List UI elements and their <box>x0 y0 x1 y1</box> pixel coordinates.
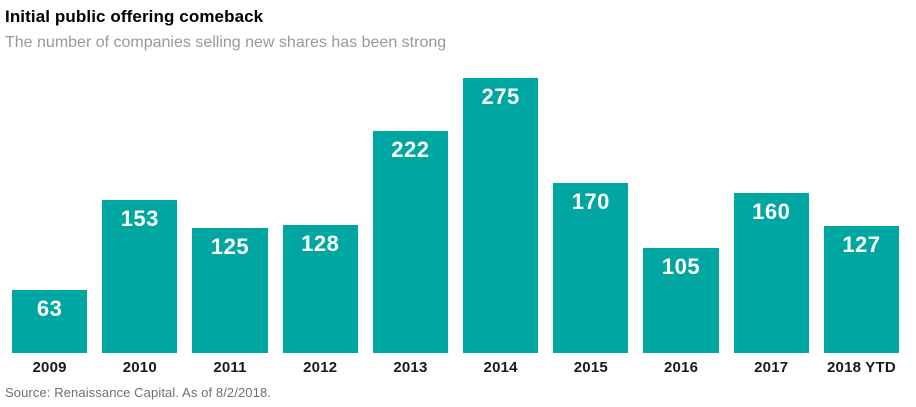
bar-value-label: 63 <box>36 296 63 321</box>
bar: 128 <box>282 225 358 353</box>
bar-track: 222 <box>372 78 449 353</box>
x-axis-tick-label: 2017 <box>754 359 789 376</box>
bar-column: 153 2010 <box>102 78 178 376</box>
bar: 160 <box>733 193 809 353</box>
bar-value-label: 127 <box>842 232 881 257</box>
bar-column: 105 2016 <box>643 78 719 376</box>
source-note: Source: Renaissance Capital. As of 8/2/2… <box>5 385 272 400</box>
bar-column: 170 2015 <box>553 78 629 376</box>
bar-track: 127 <box>823 78 900 353</box>
x-axis-tick-label: 2010 <box>122 359 157 376</box>
bar: 153 <box>102 200 178 353</box>
bar-value-label: 153 <box>120 206 159 231</box>
bar: 275 <box>463 78 539 353</box>
bar: 222 <box>372 131 449 353</box>
bar-track: 105 <box>643 78 719 353</box>
bar-track: 170 <box>553 78 629 353</box>
bar-value-label: 275 <box>481 84 520 109</box>
bar-value-label: 128 <box>301 231 340 256</box>
bar: 127 <box>823 226 900 353</box>
bar: 125 <box>192 228 268 353</box>
bar-chart: 63 2009 153 2010 125 2011 128 2012 222 2013 275 201… <box>12 78 900 376</box>
chart-title: Initial public offering comeback <box>5 7 264 26</box>
chart-footer: Source: Renaissance Capital. As of 8/2/2… <box>5 385 271 400</box>
bar-column: 127 2018 YTD <box>823 78 900 376</box>
bar-value-label: 170 <box>571 189 610 214</box>
x-axis-tick-label: 2018 YTD <box>826 359 896 376</box>
bar-value-label: 222 <box>391 137 430 162</box>
bar-track: 153 <box>102 78 178 353</box>
bar-track: 160 <box>733 78 809 353</box>
bar-value-label: 125 <box>210 234 250 259</box>
bar-column: 222 2013 <box>372 78 449 376</box>
chart-header: Initial public offering comeback The num… <box>0 0 916 53</box>
bar-track: 63 <box>12 78 88 353</box>
x-axis-tick-label: 2012 <box>303 359 338 376</box>
bar-column: 275 2014 <box>463 78 539 376</box>
x-axis-tick-label: 2016 <box>663 359 699 376</box>
bar: 170 <box>553 183 629 353</box>
x-axis-tick-label: 2009 <box>32 359 67 376</box>
bar-value-label: 160 <box>752 199 791 224</box>
bar-column: 63 2009 <box>12 78 88 376</box>
chart-subtitle: The number of companies selling new shar… <box>5 34 447 51</box>
bar-chart-plot-area: 63 2009 153 2010 125 2011 128 2012 222 2013 275 201… <box>12 78 900 376</box>
bar: 105 <box>643 248 719 353</box>
bar: 63 <box>12 290 88 353</box>
x-axis-tick-label: 2015 <box>573 359 608 376</box>
x-axis-tick-label: 2011 <box>213 359 247 376</box>
bar-track: 128 <box>282 78 358 353</box>
bar-value-label: 105 <box>661 254 701 279</box>
bar-column: 160 2017 <box>733 78 809 376</box>
x-axis-tick-label: 2014 <box>483 359 518 376</box>
bar-track: 125 <box>192 78 268 353</box>
bar-column: 125 2011 <box>192 78 268 376</box>
bar-column: 128 2012 <box>282 78 358 376</box>
x-axis-tick-label: 2013 <box>393 359 428 376</box>
bar-track: 275 <box>463 78 539 353</box>
